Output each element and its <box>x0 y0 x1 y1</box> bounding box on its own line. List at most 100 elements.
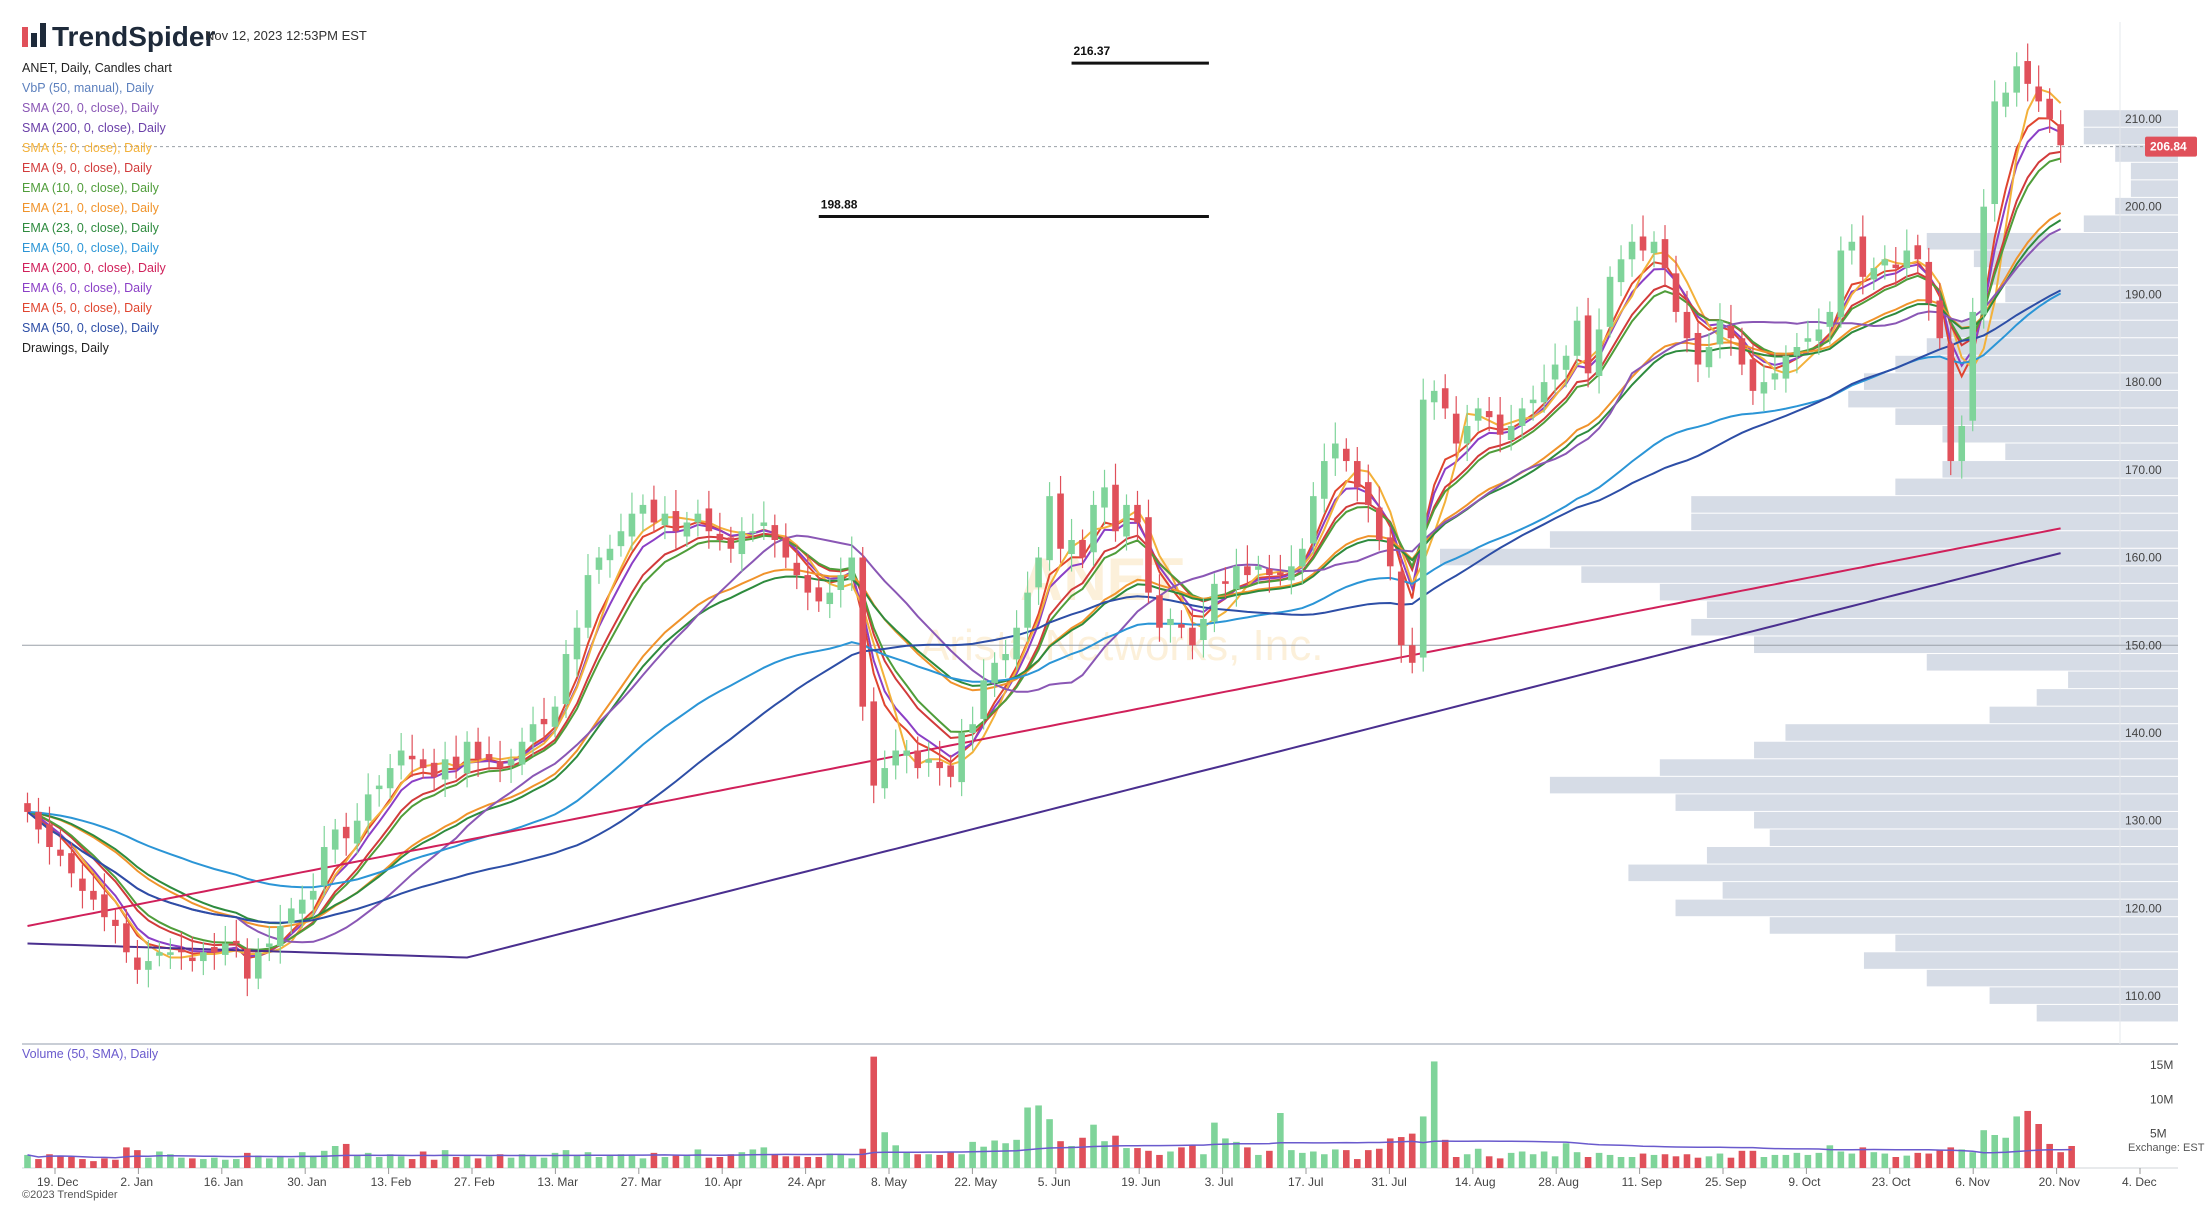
time-tick-label: 2. Jan <box>120 1175 153 1189</box>
legend-item[interactable]: SMA (5, 0, close), Daily <box>22 141 152 155</box>
volume-bar <box>485 1156 493 1168</box>
volume-bar <box>771 1154 779 1168</box>
volume-bar <box>1266 1150 1273 1168</box>
volume-bar <box>1936 1150 1944 1168</box>
candle-body <box>1573 320 1581 356</box>
candle-body <box>727 537 735 549</box>
candle-body <box>1342 448 1350 462</box>
volume-bar <box>1617 1157 1625 1168</box>
time-tick-label: 30. Jan <box>287 1175 326 1189</box>
vbp-bar <box>1754 811 2178 829</box>
volume-bar <box>1101 1141 1108 1168</box>
vbp-bar <box>2130 180 2178 197</box>
volume-by-price-profile <box>1440 110 2178 1022</box>
candle-body <box>925 759 932 763</box>
legend-item[interactable]: SMA (200, 0, close), Daily <box>22 121 166 135</box>
candle-body <box>584 575 592 628</box>
volume-bar <box>364 1152 372 1168</box>
volume-bar <box>1397 1137 1405 1168</box>
candle-body <box>1672 273 1680 312</box>
volume-bar <box>1881 1153 1889 1168</box>
candle-body <box>474 741 482 760</box>
candle-body <box>1892 264 1900 269</box>
candle-body <box>375 785 383 790</box>
candle-body <box>815 587 823 602</box>
legend-item[interactable]: SMA (50, 0, close), Daily <box>22 321 159 335</box>
candle-body <box>123 923 130 953</box>
candle-body <box>441 759 449 780</box>
time-tick-label: 14. Aug <box>1455 1175 1496 1189</box>
candle-body <box>1112 484 1119 532</box>
legend-item[interactable]: EMA (200, 0, close), Daily <box>22 261 166 275</box>
drawn-levels[interactable]: 216.37 198.88 <box>818 44 1209 218</box>
vbp-bar <box>1926 969 2178 987</box>
candle-body <box>112 919 119 926</box>
candle-body <box>1628 241 1636 260</box>
volume-bar <box>1628 1157 1636 1168</box>
volume-bar <box>1980 1130 1988 1168</box>
volume-bar <box>1496 1158 1504 1168</box>
candle-body <box>573 627 581 660</box>
volume-bar <box>1738 1150 1746 1168</box>
volume-bar <box>35 1159 42 1168</box>
vbp-bar <box>1440 548 2178 566</box>
price-axis[interactable]: 110.00 120.00 130.00 140.00 150.00 160.00 170.… <box>2125 112 2162 1003</box>
legend-item[interactable]: VbP (50, manual), Daily <box>22 81 154 95</box>
vbp-bar <box>1659 583 2178 601</box>
exchange-label: Exchange: EST <box>2128 1142 2205 1154</box>
candle-body <box>2024 61 2031 84</box>
vbp-bar <box>1989 268 2178 285</box>
legend-item[interactable]: ANET, Daily, Candles chart <box>22 61 172 75</box>
legend-item[interactable]: EMA (6, 0, close), Daily <box>22 281 152 295</box>
candle-body <box>1826 311 1834 327</box>
volume-bar <box>1914 1152 1922 1168</box>
candle-body <box>914 750 921 769</box>
legend-item[interactable]: EMA (23, 0, close), Daily <box>22 221 159 235</box>
volume-bar <box>903 1151 910 1168</box>
candle-body <box>1837 250 1845 318</box>
candle-body <box>2046 98 2053 119</box>
legend-item[interactable]: EMA (9, 0, close), Daily <box>22 161 152 175</box>
volume-bar <box>24 1154 31 1168</box>
candle-body <box>826 592 834 605</box>
volume-bar <box>1507 1152 1515 1168</box>
volume-bar <box>826 1153 834 1168</box>
volume-bar <box>1452 1157 1460 1168</box>
legend-item[interactable]: EMA (10, 0, close), Daily <box>22 181 159 195</box>
candle-body <box>958 732 965 783</box>
candle-body <box>1540 382 1548 403</box>
vbp-bar <box>1895 408 2178 425</box>
candle-body <box>1189 627 1196 646</box>
candle-body <box>595 557 603 570</box>
candle-body <box>342 826 350 839</box>
legend-item[interactable]: EMA (21, 0, close), Daily <box>22 201 159 215</box>
legend-item[interactable]: EMA (50, 0, close), Daily <box>22 241 159 255</box>
volume-bar <box>1474 1148 1482 1168</box>
legend-item[interactable]: SMA (20, 0, close), Daily <box>22 101 159 115</box>
candle-body <box>1167 618 1174 626</box>
legend-item[interactable]: Drawings, Daily <box>22 341 109 355</box>
candle-body <box>79 878 86 891</box>
header: TrendSpider Nov 12, 2023 12:53PM EST <box>22 21 367 52</box>
volume-bar <box>738 1152 746 1168</box>
time-tick-label: 13. Feb <box>371 1175 412 1189</box>
candle-body <box>837 575 845 590</box>
time-axis[interactable]: 19. Dec 2. Jan 16. Jan 30. Jan 13. Feb 27. Fe… <box>37 1168 2157 1189</box>
candle-body <box>1804 338 1812 342</box>
current-price-tag: 206.84 <box>2145 136 2197 157</box>
legend-item[interactable]: EMA (5, 0, close), Daily <box>22 301 152 315</box>
volume-bar <box>386 1154 394 1168</box>
time-tick-label: 11. Sep <box>1622 1175 1663 1189</box>
volume-bar <box>1771 1154 1779 1168</box>
volume-bar <box>1178 1147 1185 1168</box>
candle-body <box>859 557 867 707</box>
candle-body <box>1815 329 1823 341</box>
vbp-bar <box>1926 654 2178 671</box>
volume-bar <box>859 1148 867 1168</box>
volume-bar <box>1299 1152 1306 1168</box>
candle-body <box>1848 241 1856 251</box>
volume-bar <box>782 1156 790 1168</box>
indicator-legend[interactable]: ANET, Daily, Candles chart VbP (50, manua… <box>22 58 172 358</box>
volume-bar <box>397 1156 405 1168</box>
